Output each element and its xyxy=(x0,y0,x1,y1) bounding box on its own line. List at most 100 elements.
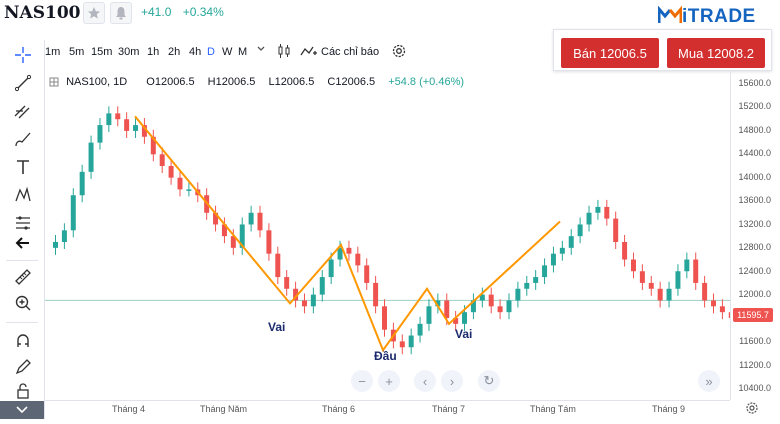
candle-body xyxy=(364,265,370,283)
ruler-icon[interactable] xyxy=(12,266,34,288)
buy-button[interactable]: Mua 12008.2 xyxy=(667,38,765,68)
sell-button[interactable]: Bán 12006.5 xyxy=(561,38,659,68)
brand-text: iTRADE xyxy=(682,6,756,27)
current-price-tag: 11595.7 xyxy=(733,308,773,322)
price-tick: 11600.0 xyxy=(739,336,771,346)
drawing-toolbar xyxy=(0,40,45,419)
candle-body xyxy=(506,300,512,313)
left-shoulder-label: Vai xyxy=(268,320,286,334)
eraser-pencil-icon[interactable] xyxy=(12,356,34,378)
divider xyxy=(6,322,38,323)
legend-settings-icon[interactable] xyxy=(49,77,59,90)
candle-body xyxy=(711,300,717,307)
candle-body xyxy=(497,306,503,313)
brush-icon[interactable] xyxy=(12,128,34,150)
candle-body xyxy=(462,312,468,324)
candle-body xyxy=(310,294,316,307)
candle-body xyxy=(382,306,388,330)
tf-m[interactable]: M xyxy=(238,46,248,58)
candle-body xyxy=(515,288,521,301)
candle-body xyxy=(417,323,423,336)
tf-1h[interactable]: 1h xyxy=(147,46,160,58)
price-change: +41.0 +0.34% xyxy=(141,5,232,19)
crosshair-icon[interactable] xyxy=(12,44,34,66)
price-tick: 14800.0 xyxy=(738,125,771,135)
magnet-icon[interactable] xyxy=(12,330,34,352)
candle-body xyxy=(124,119,130,131)
tf-4h[interactable]: 4h xyxy=(189,46,202,58)
pattern-icon[interactable] xyxy=(12,184,34,206)
candle-body xyxy=(213,212,219,225)
indicators-icon[interactable] xyxy=(300,44,318,61)
price-tick: 13600.0 xyxy=(738,195,771,205)
fib-icon[interactable] xyxy=(12,100,34,122)
price-tick: 15200.0 xyxy=(738,101,771,111)
candle-body xyxy=(426,306,432,324)
time-tick: Tháng 7 xyxy=(432,404,466,414)
chevron-down-icon[interactable] xyxy=(256,44,266,57)
legend-change: +54.8 (+0.46%) xyxy=(388,76,465,88)
tf-30m[interactable]: 30m xyxy=(118,46,140,58)
tf-5m[interactable]: 5m xyxy=(69,46,85,58)
price-tick: 14000.0 xyxy=(738,172,771,182)
measure-icon[interactable] xyxy=(12,212,34,234)
candle-body xyxy=(675,271,681,289)
price-tick: 13200.0 xyxy=(738,219,771,229)
candle-body xyxy=(568,236,574,248)
legend-high: H12006.5 xyxy=(207,76,256,88)
symbol-title: NAS100 xyxy=(4,3,81,23)
legend-symbol: NAS100, 1D xyxy=(66,76,128,88)
arrow-left-icon[interactable] xyxy=(12,232,34,254)
collapse-toolbar-button[interactable] xyxy=(0,401,44,419)
candles-icon[interactable] xyxy=(277,43,291,62)
scroll-left-button[interactable]: ‹ xyxy=(414,370,436,392)
price-chart[interactable] xyxy=(45,90,730,400)
candle-body xyxy=(408,335,414,348)
axis-settings-gear-icon[interactable] xyxy=(744,400,760,421)
candle-body xyxy=(70,195,76,231)
candle-body xyxy=(630,259,636,272)
time-tick: Tháng 9 xyxy=(652,404,686,414)
candle-body xyxy=(141,125,147,137)
candle-body xyxy=(479,294,485,301)
candle-body xyxy=(648,282,654,289)
settings-gear-icon[interactable] xyxy=(391,43,407,62)
tf-1m[interactable]: 1m xyxy=(45,46,61,58)
scroll-right-button[interactable]: › xyxy=(441,370,463,392)
reset-chart-button[interactable]: ↻ xyxy=(478,370,500,392)
candle-body xyxy=(488,294,494,307)
indicators-label[interactable]: Các chỉ báo xyxy=(321,46,380,58)
candle-body xyxy=(177,177,183,190)
candle-body xyxy=(399,341,405,348)
candle-body xyxy=(444,300,450,318)
candle-body xyxy=(115,113,121,120)
time-tick: Tháng Năm xyxy=(200,404,248,414)
tf-d[interactable]: D xyxy=(207,46,215,58)
divider xyxy=(6,260,38,261)
text-tool-icon[interactable] xyxy=(12,156,34,178)
candle-body xyxy=(453,318,459,324)
zoom-in-button[interactable]: + xyxy=(378,370,400,392)
candle-body xyxy=(168,166,174,178)
scroll-to-latest-button[interactable]: » xyxy=(698,370,720,392)
tf-2h[interactable]: 2h xyxy=(168,46,181,58)
zoom-out-button[interactable]: − xyxy=(351,370,373,392)
bell-icon[interactable] xyxy=(110,2,132,24)
trendline-icon[interactable] xyxy=(12,72,34,94)
tf-w[interactable]: W xyxy=(222,46,233,58)
tf-15m[interactable]: 15m xyxy=(91,46,113,58)
candle-body xyxy=(319,277,325,295)
candle-body xyxy=(613,218,619,242)
candle-body xyxy=(542,265,548,278)
zoom-icon[interactable] xyxy=(12,292,34,314)
candle-body xyxy=(248,212,254,225)
star-icon[interactable] xyxy=(83,2,105,24)
candle-body xyxy=(355,253,361,266)
price-axis[interactable]: 15600.0 15200.0 14800.0 14400.0 14000.0 … xyxy=(730,70,780,400)
candle-body xyxy=(586,212,592,225)
lock-icon[interactable] xyxy=(12,380,34,402)
chart-legend: NAS100, 1D O12006.5 H12006.5 L12006.5 C1… xyxy=(49,76,464,90)
legend-low: L12006.5 xyxy=(268,76,315,88)
candle-body xyxy=(257,212,263,231)
candle-body xyxy=(266,230,272,254)
